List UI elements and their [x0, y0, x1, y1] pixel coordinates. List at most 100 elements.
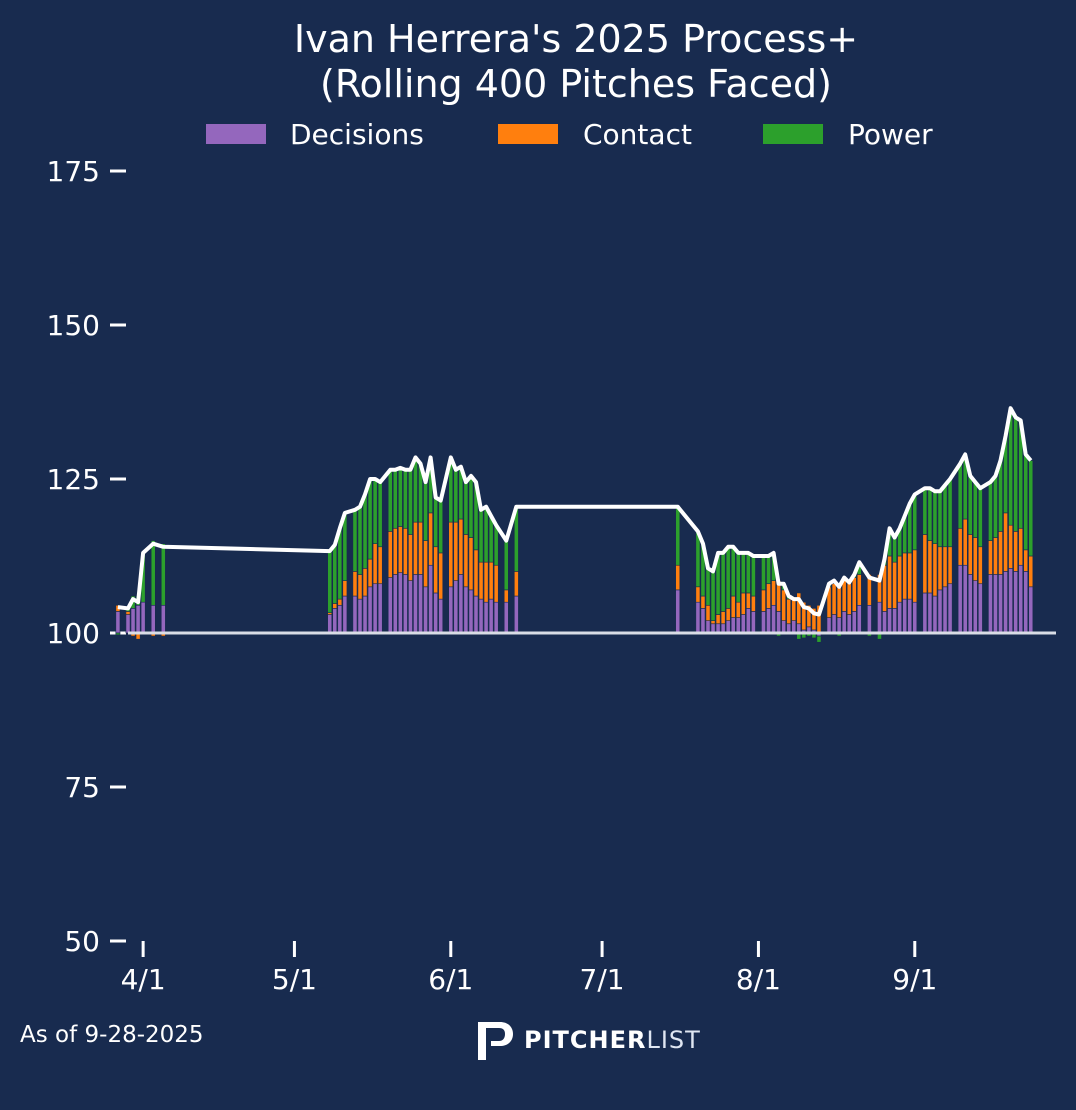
bar-segment-contact	[488, 561, 494, 600]
bar-segment-contact	[942, 546, 948, 588]
bar-segment-power	[408, 469, 413, 535]
bar-segment-contact	[740, 592, 746, 615]
bar-segment-decisions	[831, 614, 837, 634]
bar-segment-contact	[438, 552, 444, 600]
bar-segment-contact	[397, 526, 403, 573]
bar-segment-decisions	[357, 598, 363, 634]
bar-segment-power	[977, 487, 983, 548]
bar-segment-contact	[902, 552, 908, 600]
bar-segment-power	[922, 487, 928, 535]
bar-segment-contact	[932, 543, 938, 597]
bar-segment-decisions	[781, 620, 787, 634]
bar-segment-decisions	[473, 595, 479, 634]
bar-segment-contact	[781, 589, 787, 621]
pitcherlist-p-icon	[478, 1022, 513, 1060]
bar-segment-decisions	[387, 577, 393, 634]
bar-segment-decisions	[463, 586, 469, 634]
bar-segment-decisions	[488, 598, 494, 634]
bar-segment-power	[816, 635, 822, 643]
bar-segment-contact	[912, 549, 918, 603]
bar-segment-decisions	[725, 620, 731, 634]
stacked-bars	[115, 407, 1034, 643]
bar-segment-decisions	[735, 617, 741, 634]
bar-segment-decisions	[761, 611, 766, 634]
bar-segment-decisions	[927, 592, 933, 634]
bar-segment-decisions	[998, 574, 1003, 634]
bar-segment-decisions	[1003, 571, 1008, 634]
bar-segment-decisions	[977, 583, 983, 634]
bar-segment-contact	[846, 580, 852, 615]
bar-segment-contact	[695, 586, 701, 603]
bar-segment-contact	[367, 558, 373, 588]
bar-segment-decisions	[413, 574, 418, 634]
bar-segment-contact	[766, 583, 771, 609]
bar-segment-power	[766, 555, 771, 585]
bar-segment-contact	[428, 512, 433, 566]
bar-segment-decisions	[967, 574, 973, 634]
bar-segment-power	[740, 552, 746, 594]
bar-segment-contact	[745, 592, 751, 609]
y-tick-label: 75	[64, 771, 100, 804]
bar-segment-contact	[993, 537, 998, 575]
bar-segment-decisions	[922, 592, 928, 634]
bar-segment-contact	[998, 531, 1003, 575]
bar-segment-contact	[332, 603, 338, 609]
bar-segment-contact	[413, 521, 418, 575]
bar-segment-decisions	[418, 574, 423, 634]
bar-segment-power	[745, 552, 751, 594]
bar-segment-power	[433, 497, 439, 548]
bar-segment-decisions	[115, 611, 121, 634]
bar-segment-power	[735, 552, 741, 603]
bar-segment-contact	[735, 601, 741, 618]
bar-segment-decisions	[332, 608, 338, 634]
bar-segment-contact	[433, 546, 439, 594]
bar-segment-decisions	[751, 611, 756, 634]
bar-segment-contact	[751, 595, 756, 612]
bar-segment-contact	[922, 534, 928, 594]
bar-segment-decisions	[1018, 564, 1024, 634]
bar-segment-contact	[897, 555, 903, 603]
bar-segment-contact	[1028, 555, 1034, 588]
bar-segment-decisions	[836, 617, 842, 634]
bar-segment-decisions	[438, 598, 444, 634]
bar-segment-contact	[478, 561, 484, 600]
bar-segment-decisions	[892, 608, 897, 634]
brand-text-strong: PITCHER	[524, 1026, 647, 1054]
bar-segment-power	[720, 552, 726, 612]
bar-segment-contact	[372, 543, 378, 585]
bar-segment-contact	[387, 531, 393, 578]
bar-segment-power	[372, 478, 378, 544]
chart-title-line-2: (Rolling 400 Pitches Faced)	[320, 62, 832, 106]
legend-label-contact: Contact	[583, 118, 692, 151]
bar-segment-decisions	[342, 595, 348, 634]
bar-segment-decisions	[730, 617, 736, 634]
bar-segment-decisions	[867, 604, 872, 634]
bar-segment-power	[453, 469, 459, 523]
bar-segment-contact	[887, 555, 892, 609]
bar-segment-decisions	[932, 595, 938, 634]
bar-segment-decisions	[882, 611, 887, 634]
bar-segment-contact	[927, 540, 933, 594]
bar-segment-decisions	[408, 580, 413, 634]
bar-segment-decisions	[947, 583, 953, 634]
bar-segment-contact	[801, 601, 807, 631]
bar-segment-power	[478, 509, 484, 563]
bar-segment-contact	[771, 580, 776, 606]
bar-segment-decisions	[362, 595, 368, 634]
bar-segment-contact	[463, 534, 469, 588]
bar-segment-power	[988, 481, 993, 541]
bar-segment-decisions	[423, 586, 428, 634]
bar-segment-decisions	[1013, 571, 1019, 634]
y-tick-label: 175	[47, 155, 100, 188]
bar-segment-decisions	[1023, 571, 1029, 634]
bar-segment-power	[357, 506, 363, 575]
bar-segment-contact	[972, 537, 978, 581]
bar-segment-decisions	[352, 595, 358, 634]
bar-segment-decisions	[776, 611, 781, 634]
bar-segment-decisions	[458, 574, 464, 634]
bar-segment-decisions	[897, 601, 903, 634]
bar-segment-contact	[967, 534, 973, 575]
bar-segment-contact	[377, 546, 383, 585]
bar-segment-decisions	[877, 601, 882, 634]
